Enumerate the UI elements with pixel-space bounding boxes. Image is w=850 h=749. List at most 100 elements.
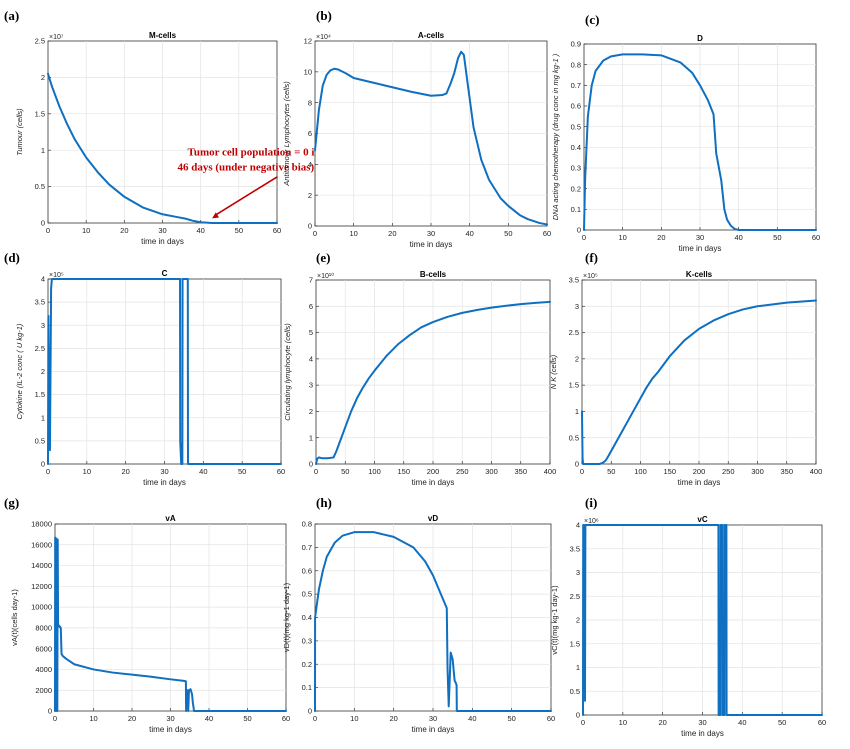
y-exponent-d: ×10⁵ bbox=[49, 272, 64, 279]
y-tick-label-h: 0.5 bbox=[302, 590, 312, 599]
y-tick-label-e: 7 bbox=[309, 276, 313, 285]
y-tick-label-f: 1 bbox=[575, 407, 579, 416]
x-tick-label-h: 50 bbox=[507, 714, 515, 723]
y-tick-label-g: 2000 bbox=[35, 686, 52, 695]
panel-label-f: (f) bbox=[585, 250, 598, 265]
y-tick-label-f: 3.5 bbox=[569, 276, 579, 285]
x-tick-label-f: 350 bbox=[780, 467, 793, 476]
y-axis-label-d: Cytokine (IL-2 conc ( U kg-1) bbox=[15, 323, 24, 419]
series-line-a-M bbox=[47, 72, 278, 224]
x-axis-label-a: time in days bbox=[141, 237, 184, 246]
x-tick-label-f: 400 bbox=[810, 467, 823, 476]
series-line-d-C bbox=[47, 278, 282, 465]
x-axis-label-f: time in days bbox=[678, 478, 721, 487]
y-tick-label-c: 0.9 bbox=[571, 40, 581, 49]
x-axis-label-g: time in days bbox=[149, 725, 192, 734]
y-tick-label-c: 0.7 bbox=[571, 81, 581, 90]
y-tick-label-e: 5 bbox=[309, 328, 313, 337]
series-line-b-A bbox=[314, 50, 548, 226]
y-tick-label-a: 2.5 bbox=[35, 37, 45, 46]
x-tick-label-h: 40 bbox=[468, 714, 476, 723]
y-tick-label-i: 2 bbox=[576, 616, 580, 625]
y-tick-label-h: 0.8 bbox=[302, 520, 312, 529]
y-tick-label-f: 0.5 bbox=[569, 433, 579, 442]
x-tick-label-d: 10 bbox=[83, 467, 91, 476]
panel-label-a: (a) bbox=[4, 8, 19, 23]
x-tick-label-i: 0 bbox=[581, 718, 585, 727]
y-tick-label-h: 0.3 bbox=[302, 636, 312, 645]
x-tick-label-i: 40 bbox=[738, 718, 746, 727]
x-tick-label-d: 60 bbox=[277, 467, 285, 476]
y-tick-label-c: 0.3 bbox=[571, 164, 581, 173]
x-tick-label-f: 200 bbox=[693, 467, 706, 476]
x-tick-label-e: 100 bbox=[368, 467, 381, 476]
x-tick-label-i: 30 bbox=[698, 718, 706, 727]
y-tick-label-e: 1 bbox=[309, 433, 313, 442]
y-tick-label-b: 2 bbox=[308, 191, 312, 200]
y-tick-label-g: 8000 bbox=[35, 623, 52, 632]
y-tick-label-c: 0.2 bbox=[571, 184, 581, 193]
y-tick-label-a: 2 bbox=[41, 73, 45, 82]
y-tick-label-g: 6000 bbox=[35, 644, 52, 653]
x-tick-label-e: 250 bbox=[456, 467, 469, 476]
y-tick-label-i: 2.5 bbox=[570, 592, 580, 601]
panel-label-c: (c) bbox=[585, 12, 599, 27]
x-tick-label-a: 30 bbox=[158, 226, 166, 235]
series-line-h-vD bbox=[314, 531, 552, 712]
x-tick-label-d: 40 bbox=[199, 467, 207, 476]
x-tick-label-i: 60 bbox=[818, 718, 826, 727]
y-tick-label-h: 0.4 bbox=[302, 613, 312, 622]
x-axis-label-h: time in days bbox=[412, 725, 455, 734]
y-tick-label-g: 14000 bbox=[31, 561, 52, 570]
y-tick-label-c: 0.5 bbox=[571, 122, 581, 131]
y-axis-label-f: N K (cells) bbox=[549, 354, 558, 389]
x-tick-label-a: 20 bbox=[120, 226, 128, 235]
y-tick-label-b: 8 bbox=[308, 98, 312, 107]
x-tick-label-c: 10 bbox=[618, 233, 626, 242]
y-tick-label-g: 18000 bbox=[31, 520, 52, 529]
x-axis-label-b: time in days bbox=[410, 240, 453, 249]
panel-label-g: (g) bbox=[4, 495, 19, 510]
y-tick-label-d: 1 bbox=[41, 413, 45, 422]
y-tick-label-g: 16000 bbox=[31, 540, 52, 549]
y-tick-label-b: 4 bbox=[308, 160, 312, 169]
y-tick-label-d: 4 bbox=[41, 275, 45, 284]
y-axis-label-b: Antitumour Lymphocytes (cells) bbox=[282, 81, 291, 187]
y-tick-label-i: 4 bbox=[576, 521, 580, 530]
x-tick-label-b: 20 bbox=[388, 229, 396, 238]
y-tick-label-g: 4000 bbox=[35, 665, 52, 674]
y-tick-label-i: 1 bbox=[576, 663, 580, 672]
y-tick-label-h: 0.7 bbox=[302, 543, 312, 552]
panel-label-e: (e) bbox=[316, 250, 330, 265]
chart-title-i: vC bbox=[697, 515, 707, 524]
x-tick-label-b: 40 bbox=[465, 229, 473, 238]
y-axis-label-a: Tumour (cells) bbox=[15, 108, 24, 156]
y-tick-label-f: 0 bbox=[575, 460, 579, 469]
y-tick-label-e: 2 bbox=[309, 407, 313, 416]
x-tick-label-d: 50 bbox=[238, 467, 246, 476]
x-tick-label-f: 0 bbox=[580, 467, 584, 476]
y-tick-label-f: 1.5 bbox=[569, 381, 579, 390]
y-tick-label-f: 3 bbox=[575, 302, 579, 311]
chart-title-d: C bbox=[162, 269, 168, 278]
x-tick-label-e: 400 bbox=[544, 467, 557, 476]
y-axis-label-e: Circulating lymphocyte (cells) bbox=[283, 323, 292, 421]
x-axis-label-i: time in days bbox=[681, 729, 724, 738]
annotation-text-line: 46 days (under negative bias) bbox=[178, 162, 315, 174]
y-tick-label-a: 1.5 bbox=[35, 109, 45, 118]
series-line-c-D bbox=[583, 53, 817, 231]
x-tick-label-b: 50 bbox=[504, 229, 512, 238]
y-exponent-e: ×10¹⁰ bbox=[317, 272, 334, 280]
y-tick-label-g: 0 bbox=[48, 707, 52, 716]
y-tick-label-f: 2.5 bbox=[569, 328, 579, 337]
y-tick-label-e: 0 bbox=[309, 460, 313, 469]
x-tick-label-a: 0 bbox=[46, 226, 50, 235]
x-tick-label-f: 50 bbox=[607, 467, 615, 476]
x-tick-label-f: 300 bbox=[751, 467, 764, 476]
annotation-arrow-head bbox=[212, 212, 220, 219]
x-tick-label-a: 50 bbox=[235, 226, 243, 235]
panel-label-d: (d) bbox=[4, 250, 20, 265]
x-tick-label-h: 20 bbox=[389, 714, 397, 723]
x-tick-label-c: 20 bbox=[657, 233, 665, 242]
